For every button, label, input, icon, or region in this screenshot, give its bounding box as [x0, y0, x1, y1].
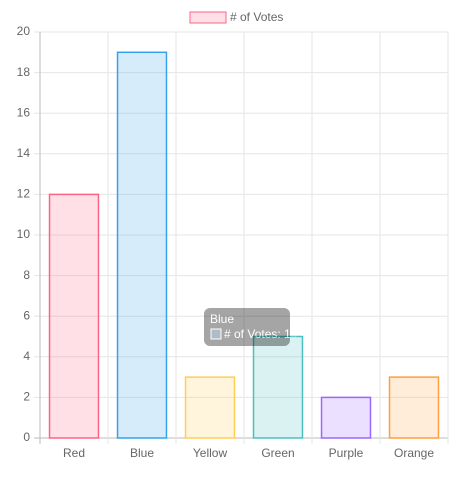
x-tick-label: Yellow [193, 446, 228, 460]
y-tick-label: 16 [17, 105, 31, 119]
tooltip-title: Blue [210, 312, 234, 326]
y-tick-label: 0 [23, 430, 30, 444]
y-tick-label: 20 [17, 24, 31, 38]
legend-swatch [189, 11, 227, 24]
bar [388, 376, 440, 439]
x-tick-label: Blue [130, 446, 154, 460]
bar [252, 335, 304, 439]
bar [320, 396, 372, 439]
y-tick-label: 8 [23, 268, 30, 282]
y-tick-label: 6 [23, 308, 30, 322]
x-tick-label: Purple [329, 446, 364, 460]
tooltip: Blue # of Votes: 19 [204, 308, 298, 346]
y-tick-label: 14 [17, 146, 31, 160]
y-tick-label: 4 [23, 349, 30, 363]
x-tick-label: Green [261, 446, 294, 460]
tooltip-box [204, 308, 290, 346]
tooltip-swatch [210, 328, 222, 340]
x-tick-label: Red [63, 446, 85, 460]
y-tick-label: 18 [17, 65, 31, 79]
tooltip-label: # of Votes: 19 [224, 327, 298, 341]
y-tick-label: 10 [17, 227, 31, 241]
bar [184, 376, 236, 439]
legend-label: # of Votes [230, 10, 283, 24]
y-tick-label: 12 [17, 187, 31, 201]
y-tick-label: 2 [23, 390, 30, 404]
bar [116, 51, 168, 439]
bar [48, 193, 100, 439]
x-tick-label: Orange [394, 446, 434, 460]
